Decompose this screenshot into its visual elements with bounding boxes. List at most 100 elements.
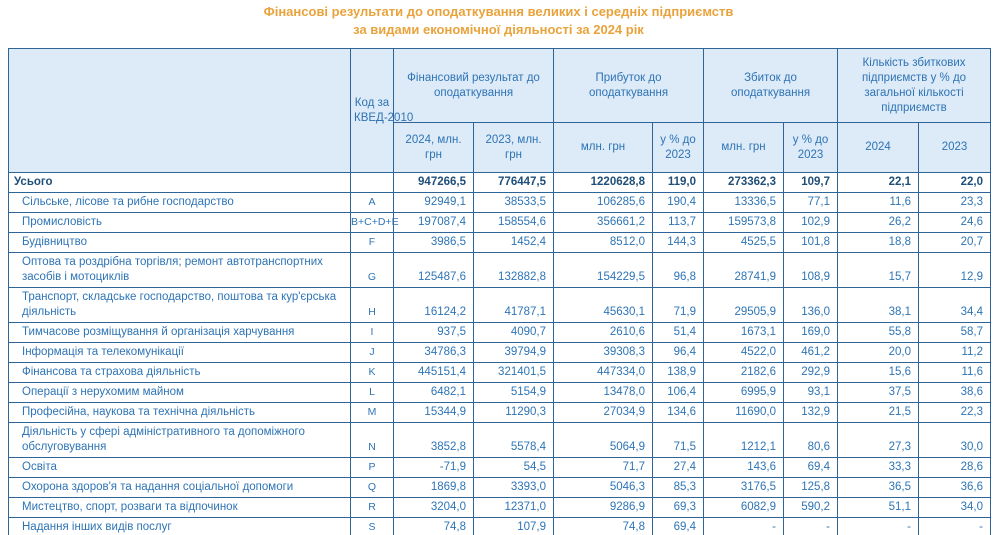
table-row: Фінансова та страхова діяльність K 445151,… [8,362,992,383]
value-cell: 1212,1 [703,422,785,458]
table-row: Усього 947266,5 776447,5 1220628,8 119,0 2733… [8,172,992,193]
value-cell: 3204,0 [393,497,474,518]
value-cell: 13336,5 [703,192,785,213]
table-row: Транспорт, складське господарство, пошто… [8,287,992,323]
header-group-financial-result: Фінансовий результат до оподаткування [392,48,555,123]
value-cell: 38,6 [918,382,992,403]
kved-code-cell: B+C+D+E [350,212,399,233]
value-cell: 22,0 [918,172,992,193]
value-cell: 154229,5 [553,252,654,288]
value-cell: 5046,3 [553,477,654,498]
header-activity [8,48,351,173]
value-cell: 69,4 [783,457,839,478]
activity-name-cell: Діяльність у сфері адміністративного та … [8,422,351,458]
value-cell: 20,0 [837,342,920,363]
value-cell: 39794,9 [472,342,555,363]
kved-code-cell: K [350,362,394,383]
value-cell: 321401,5 [472,362,555,383]
value-cell: 947266,5 [393,172,474,193]
activity-name-cell: Оптова та роздрібна торгівля; ремонт авт… [8,252,351,288]
value-cell: 71,7 [553,457,654,478]
table-row: Надання інших видів послуг S 74,8 107,9 74,8… [8,517,992,535]
value-cell: 23,3 [918,192,992,213]
header-group-profit: Прибуток до оподаткування [553,48,705,123]
value-cell: -71,9 [393,457,474,478]
value-cell: 776447,5 [472,172,555,193]
value-cell: 102,9 [783,212,839,233]
table-body: Усього 947266,5 776447,5 1220628,8 119,0 2733… [8,172,992,535]
value-cell: 69,4 [652,517,705,535]
header-profit-pct: у % до 2023 [652,122,705,173]
value-cell: 11290,3 [472,402,555,423]
value-cell: - [918,517,992,535]
value-cell: 20,7 [918,232,992,253]
value-cell: 45630,1 [553,287,654,323]
header-loss-mln: млн. грн [703,122,785,173]
value-cell: 6995,9 [703,382,785,403]
value-cell: 74,8 [393,517,474,535]
value-cell: 24,6 [918,212,992,233]
activity-name-cell: Операції з нерухомим майном [8,382,351,403]
table-row: Будівництво F 3986,5 1452,4 8512,0 144,3 4525,… [8,232,992,253]
kved-code-cell: F [350,232,394,253]
value-cell: 34786,3 [393,342,474,363]
value-cell: 15344,9 [393,402,474,423]
value-cell: 93,1 [783,382,839,403]
value-cell: 132882,8 [472,252,555,288]
activity-name-cell: Транспорт, складське господарство, пошто… [8,287,351,323]
value-cell: 38533,5 [472,192,555,213]
value-cell: - [703,517,785,535]
value-cell: 461,2 [783,342,839,363]
value-cell: 37,5 [837,382,920,403]
value-cell: 1869,8 [393,477,474,498]
value-cell: 77,1 [783,192,839,213]
value-cell: 125487,6 [393,252,474,288]
value-cell: 2610,6 [553,322,654,343]
value-cell: 4525,5 [703,232,785,253]
value-cell: 12371,0 [472,497,555,518]
value-cell: 3176,5 [703,477,785,498]
value-cell: 34,0 [918,497,992,518]
kved-code-cell: R [350,497,394,518]
header-profit-mln: млн. грн [553,122,654,173]
header-group-loss-making-share: Кількість збиткових підприємств у % до з… [837,48,992,123]
table-row: Тимчасове розміщування й організація хар… [8,322,992,343]
value-cell: 39308,3 [553,342,654,363]
value-cell: 85,3 [652,477,705,498]
value-cell: 96,8 [652,252,705,288]
value-cell: 107,9 [472,517,555,535]
value-cell: 143,6 [703,457,785,478]
value-cell: 28,6 [918,457,992,478]
header-group-loss: Збиток до оподаткування [703,48,839,123]
value-cell: 30,0 [918,422,992,458]
value-cell: 21,5 [837,402,920,423]
value-cell: 4090,7 [472,322,555,343]
value-cell: 26,2 [837,212,920,233]
value-cell: 58,7 [918,322,992,343]
value-cell: 144,3 [652,232,705,253]
value-cell: 113,7 [652,212,705,233]
table-row: Мистецтво, спорт, розваги та відпочинок R… [8,497,992,518]
activity-name-cell: Будівництво [8,232,351,253]
value-cell: 11,6 [918,362,992,383]
value-cell: 1452,4 [472,232,555,253]
kved-code-cell: G [350,252,394,288]
table-row: Операції з нерухомим майном L 6482,1 5154,9… [8,382,992,403]
value-cell: 3393,0 [472,477,555,498]
value-cell: 92949,1 [393,192,474,213]
table-row: Професійна, наукова та технічна діяльніс… [8,402,992,423]
value-cell: 74,8 [553,517,654,535]
value-cell: 27,3 [837,422,920,458]
value-cell: 447334,0 [553,362,654,383]
value-cell: 18,8 [837,232,920,253]
value-cell: 9286,9 [553,497,654,518]
value-cell: 71,5 [652,422,705,458]
value-cell: 2182,6 [703,362,785,383]
value-cell: 138,9 [652,362,705,383]
page-title: Фінансові результати до оподаткування ве… [0,3,997,39]
activity-name-cell: Сільське, лісове та рибне господарство [8,192,351,213]
value-cell: 197087,4 [393,212,474,233]
table-row: Охорона здоров'я та надання соціальної д… [8,477,992,498]
value-cell: 134,6 [652,402,705,423]
table-row: Діяльність у сфері адміністративного та … [8,422,992,458]
